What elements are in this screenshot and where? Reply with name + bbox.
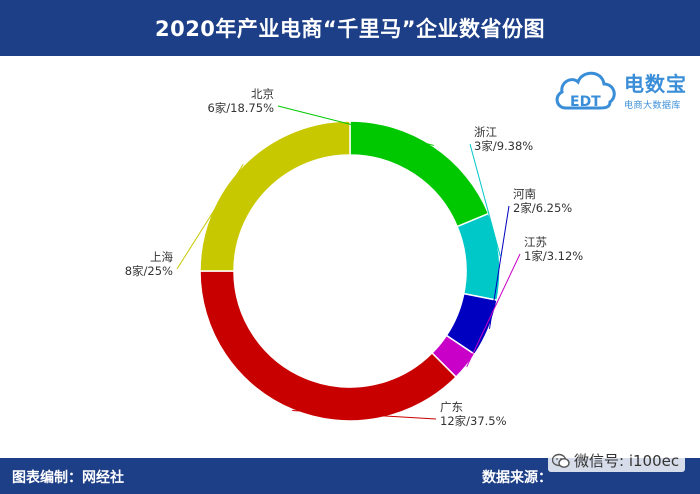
leader-河南 bbox=[489, 205, 510, 329]
slice-浙江 bbox=[456, 212, 501, 302]
slice-广东 bbox=[199, 270, 458, 422]
page-title: 2020年产业电商“千里马”企业数省份图 bbox=[0, 0, 700, 56]
slice-value-河南: 2家/6.25% bbox=[513, 201, 572, 215]
leader-上海 bbox=[176, 163, 244, 270]
leader-江苏 bbox=[466, 253, 521, 368]
slice-value-广东: 12家/37.5% bbox=[440, 414, 507, 428]
leader-浙江 bbox=[469, 143, 501, 257]
slice-北京 bbox=[349, 120, 490, 228]
slice-name-北京: 北京 bbox=[251, 87, 274, 101]
slice-name-河南: 河南 bbox=[513, 187, 536, 201]
slice-上海 bbox=[199, 120, 351, 272]
slice-value-北京: 6家/18.75% bbox=[207, 101, 274, 115]
slice-name-上海: 上海 bbox=[150, 250, 173, 264]
cloud-logo-icon: EDT bbox=[555, 71, 616, 110]
leader-北京 bbox=[277, 105, 435, 146]
leader-lines bbox=[176, 105, 521, 420]
leader-广东 bbox=[292, 410, 437, 420]
logo-name: 电数宝 bbox=[624, 72, 687, 96]
slice-value-上海: 8家/25% bbox=[125, 264, 173, 278]
slice-name-广东: 广东 bbox=[440, 400, 463, 414]
slice-value-江苏: 1家/3.12% bbox=[524, 249, 583, 263]
wechat-icon bbox=[552, 453, 570, 468]
wechat-watermark: 微信号: i100ec bbox=[548, 449, 686, 472]
slice-name-浙江: 浙江 bbox=[474, 125, 497, 139]
donut-slices bbox=[199, 120, 501, 422]
wechat-id: 微信号: i100ec bbox=[574, 452, 680, 470]
logo-badge: EDT bbox=[570, 94, 601, 110]
slice-name-江苏: 江苏 bbox=[524, 235, 547, 249]
footer-source: 数据来源： bbox=[482, 470, 552, 486]
footer-credit: 图表编制：网经社 bbox=[12, 470, 124, 486]
logo-tagline: 电商大数据库 bbox=[624, 101, 682, 111]
slice-value-浙江: 3家/9.38% bbox=[474, 139, 533, 153]
logo: EDT 电数宝 电商大数据库 bbox=[552, 62, 692, 118]
